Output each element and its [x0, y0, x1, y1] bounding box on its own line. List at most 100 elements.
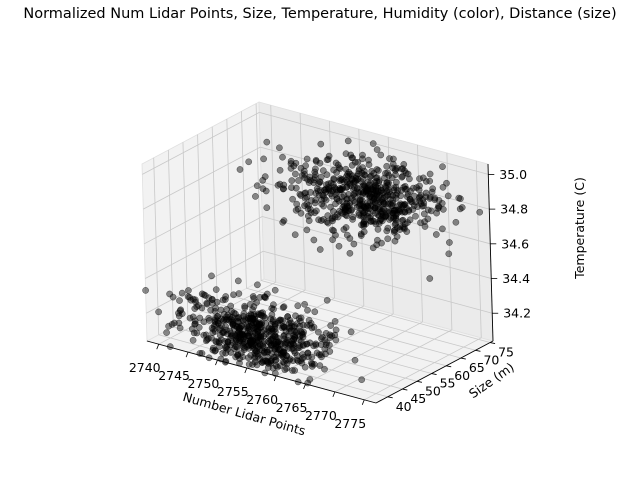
data-point — [283, 338, 291, 346]
data-point — [320, 192, 327, 199]
data-point — [267, 337, 275, 345]
data-point — [312, 340, 320, 348]
data-point — [306, 339, 314, 347]
data-point — [326, 348, 334, 355]
data-point — [250, 303, 258, 310]
data-point — [382, 212, 390, 220]
x-tick-label: 2765 — [276, 400, 308, 415]
data-point — [434, 205, 442, 212]
data-point — [198, 350, 206, 357]
x-tick-label: 2740 — [129, 360, 161, 375]
data-point — [264, 359, 271, 366]
data-point — [316, 159, 324, 167]
data-point — [439, 163, 446, 171]
data-point — [234, 343, 241, 351]
y-tick-label: 55 — [440, 376, 456, 391]
data-point — [280, 331, 288, 339]
data-point — [350, 191, 357, 199]
data-point — [187, 296, 195, 304]
data-point — [262, 187, 270, 195]
data-point — [399, 165, 407, 172]
data-point — [259, 359, 266, 366]
data-point — [283, 360, 291, 368]
y-tick-label: 65 — [469, 360, 485, 375]
data-point — [315, 180, 322, 188]
data-point — [163, 329, 170, 336]
data-point — [313, 349, 321, 357]
data-point — [317, 351, 325, 358]
data-point — [286, 327, 293, 335]
data-point — [302, 162, 309, 170]
data-point — [310, 236, 318, 244]
data-point — [290, 323, 298, 331]
grid-line-x — [299, 113, 306, 291]
data-point — [361, 209, 368, 216]
grid-line-y — [260, 280, 491, 343]
data-point — [329, 181, 337, 188]
grid-line-z — [261, 181, 491, 245]
grid-line-y — [231, 295, 461, 359]
data-point — [457, 195, 464, 203]
data-point — [303, 155, 311, 163]
data-point — [209, 329, 217, 336]
data-point — [264, 364, 272, 371]
data-point — [416, 175, 423, 183]
data-point — [208, 296, 216, 304]
data-point — [296, 342, 303, 350]
data-point — [303, 321, 311, 329]
data-point — [276, 180, 284, 188]
data-point — [276, 144, 283, 152]
data-point — [304, 379, 312, 387]
data-point — [403, 228, 411, 235]
data-point — [316, 178, 324, 186]
data-point — [253, 182, 261, 190]
data-point — [301, 194, 309, 202]
data-point — [245, 337, 252, 345]
data-point — [331, 331, 339, 339]
data-point — [362, 190, 369, 198]
data-point — [332, 336, 340, 344]
data-point — [268, 304, 276, 312]
data-point — [188, 325, 196, 333]
data-point — [383, 162, 391, 170]
data-point — [325, 152, 333, 160]
data-point — [155, 308, 162, 316]
data-point — [392, 214, 400, 222]
data-point — [336, 207, 343, 215]
data-point — [279, 304, 287, 311]
data-point — [251, 358, 259, 366]
data-point — [185, 287, 192, 294]
data-point — [354, 158, 362, 166]
data-point — [371, 209, 379, 217]
data-point — [232, 338, 239, 345]
data-point — [391, 221, 399, 228]
data-point — [320, 202, 327, 210]
data-point — [292, 159, 300, 167]
grid-line-x — [305, 321, 423, 385]
data-point — [346, 170, 354, 178]
grid-line-y — [197, 134, 203, 312]
grid-line-y — [241, 111, 247, 289]
data-point — [343, 231, 351, 239]
x-tick-label: 2770 — [305, 408, 337, 423]
data-point — [168, 321, 176, 328]
chart-title: Normalized Num Lidar Points, Size, Tempe… — [23, 6, 617, 22]
data-point — [238, 349, 245, 357]
data-point — [386, 200, 394, 208]
data-point — [244, 354, 252, 362]
data-point — [426, 170, 434, 178]
data-point — [373, 192, 380, 200]
data-point — [392, 220, 400, 227]
data-point — [166, 343, 174, 350]
grid-line-x — [334, 329, 453, 393]
z-tick-label: 34.2 — [503, 306, 531, 321]
x-tick-mark — [361, 399, 365, 405]
data-point — [279, 153, 286, 161]
data-point — [214, 319, 222, 327]
data-point — [262, 294, 269, 302]
data-point — [281, 323, 288, 331]
grid-line-y — [153, 157, 160, 335]
data-point — [429, 185, 437, 193]
data-point — [261, 293, 268, 301]
